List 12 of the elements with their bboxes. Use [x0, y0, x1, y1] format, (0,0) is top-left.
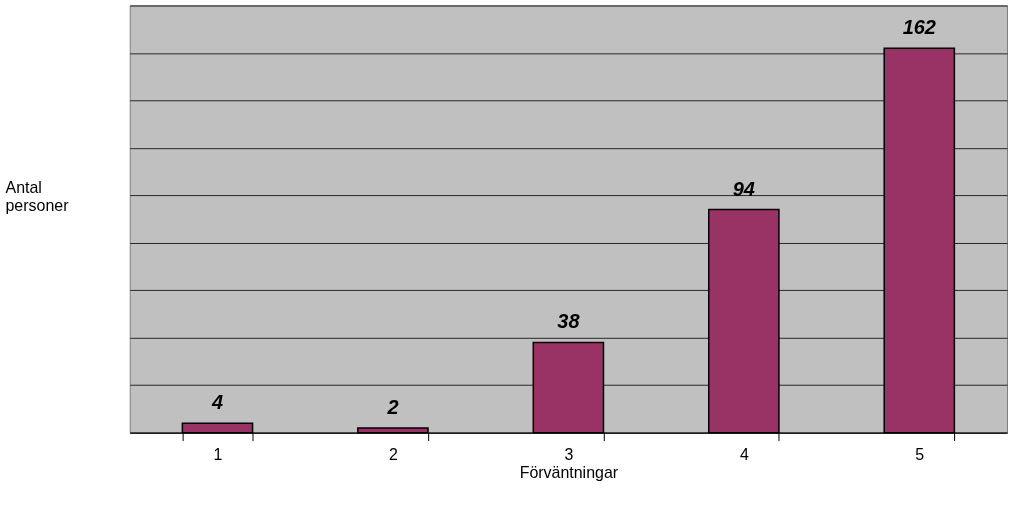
x-tick-label: 2	[388, 446, 398, 464]
x-axis-title: Förväntningar	[519, 464, 619, 482]
y-axis-title: Antal personer	[5, 178, 70, 214]
data-label: 94	[732, 177, 755, 200]
x-tick-label: 3	[564, 446, 574, 464]
data-label: 162	[902, 16, 936, 39]
data-label: 38	[557, 310, 581, 333]
data-label: 4	[210, 391, 224, 414]
data-label: 2	[386, 395, 399, 418]
x-tick-label: 1	[213, 446, 223, 464]
x-tick-label: 4	[739, 446, 749, 464]
x-tick-label: 5	[915, 446, 925, 464]
